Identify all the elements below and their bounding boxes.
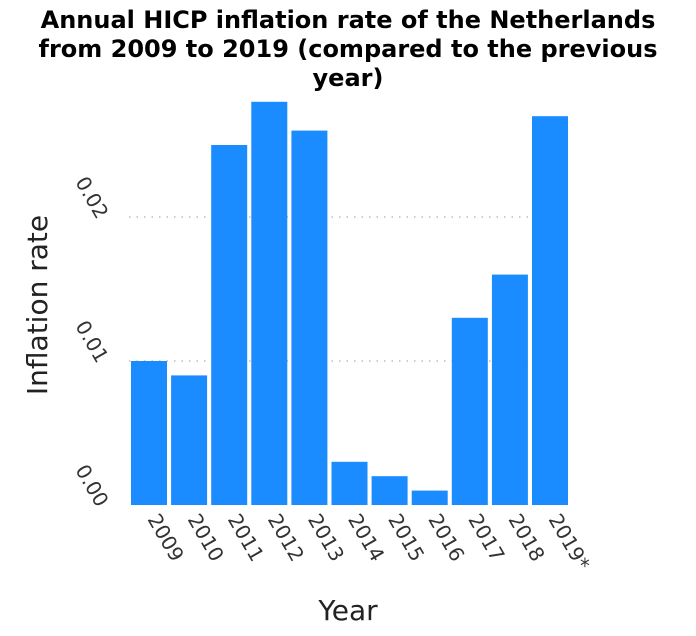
x-tick-label: 2013: [303, 510, 349, 566]
bar-2012: [251, 101, 288, 506]
x-tick-label: 2014: [343, 510, 389, 566]
chart-title: Annual HICP inflation rate of the Nether…: [0, 6, 696, 93]
y-tick-label: 0.02: [71, 172, 114, 223]
bar-2013: [291, 130, 328, 505]
x-tick-label: 2010: [183, 510, 229, 566]
bar-2015: [371, 476, 408, 505]
x-axis-label: Year: [317, 594, 378, 627]
bar-2009: [131, 361, 167, 505]
x-tick-label: 2018: [504, 510, 550, 566]
x-tick-label: 2015: [383, 510, 429, 566]
y-tick-labels: 0.00 0.01 0.02: [71, 172, 114, 511]
x-tick-labels: 2009201020112012201320142015201620172018…: [143, 510, 595, 575]
x-tick-label: 2017: [463, 510, 509, 566]
chart-title-line-3: year): [312, 64, 384, 92]
x-tick-label: 2009: [143, 510, 189, 566]
bar-2019: [532, 116, 568, 505]
y-tick-label: 0.01: [71, 316, 114, 367]
bar-2010: [171, 375, 208, 505]
bar-2016: [411, 490, 448, 505]
y-tick-label: 0.00: [71, 460, 114, 511]
bar-2014: [331, 461, 368, 505]
y-axis-label: Inflation rate: [21, 215, 54, 395]
x-tick-label: 2011: [223, 510, 269, 566]
x-tick-label: 2012: [263, 510, 309, 566]
bar-2017: [451, 317, 488, 505]
bar-2018: [491, 274, 528, 505]
bars: [131, 101, 568, 506]
bar-2011: [211, 145, 248, 505]
chart-title-line-2: from 2009 to 2019 (compared to the previ…: [38, 35, 658, 63]
x-tick-label: 2016: [423, 510, 469, 566]
chart-title-line-1: Annual HICP inflation rate of the Nether…: [40, 6, 656, 34]
x-tick-label: 2019*: [544, 510, 595, 575]
